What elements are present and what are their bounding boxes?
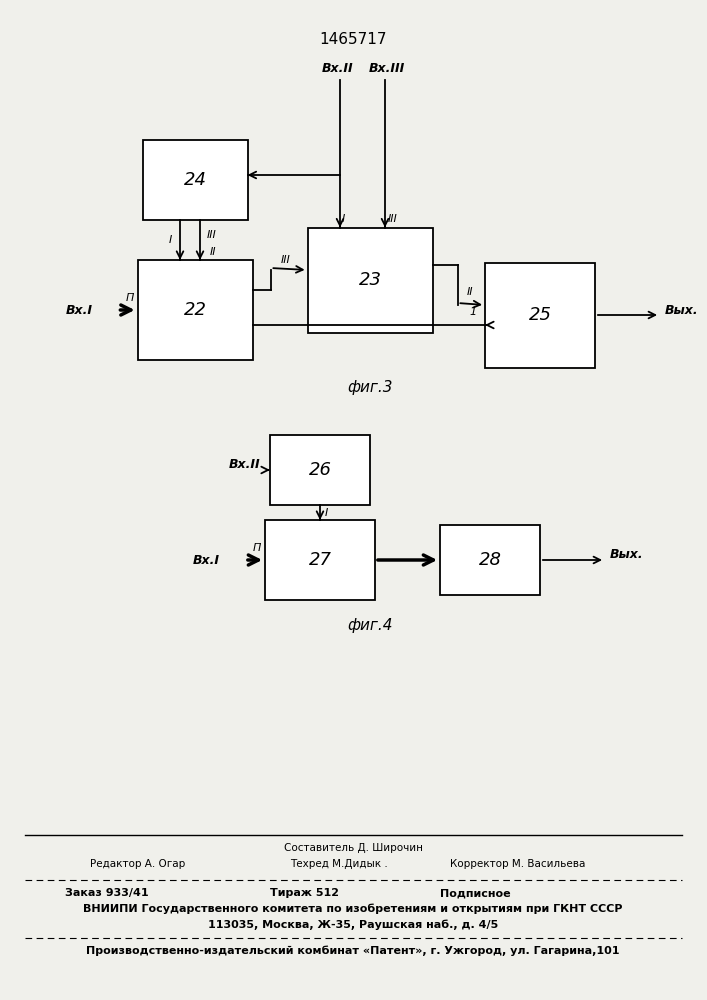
Text: Вых.: Вых.	[665, 304, 699, 316]
Text: 24: 24	[184, 171, 206, 189]
Text: I: I	[169, 235, 172, 245]
Text: Вх.II: Вх.II	[228, 458, 260, 472]
Text: 28: 28	[479, 551, 501, 569]
Text: Вх.I: Вх.I	[66, 304, 93, 316]
Text: III: III	[388, 215, 398, 225]
Text: Вх.II: Вх.II	[322, 62, 354, 75]
Text: Подписное: Подписное	[440, 888, 510, 898]
Text: 26: 26	[308, 461, 332, 479]
Text: 113035, Москва, Ж-35, Раушская наб., д. 4/5: 113035, Москва, Ж-35, Раушская наб., д. …	[208, 920, 498, 930]
Text: Производственно-издательский комбинат «Патент», г. Ужгород, ул. Гагарина,101: Производственно-издательский комбинат «П…	[86, 946, 620, 956]
Text: 22: 22	[184, 301, 206, 319]
Text: 27: 27	[308, 551, 332, 569]
Text: Тираж 512: Тираж 512	[270, 888, 339, 898]
Text: Корректор М. Васильева: Корректор М. Васильева	[450, 859, 585, 869]
Text: фиг.3: фиг.3	[347, 380, 393, 395]
Text: III: III	[281, 255, 291, 265]
Bar	[485, 262, 595, 367]
Bar	[137, 260, 252, 360]
Text: П: П	[253, 543, 261, 553]
Text: П: П	[125, 293, 134, 303]
Text: Вх.I: Вх.I	[193, 554, 220, 566]
Text: Вх.III: Вх.III	[369, 62, 405, 75]
Text: I: I	[325, 508, 328, 518]
Text: 1465717: 1465717	[320, 32, 387, 47]
Bar	[270, 435, 370, 505]
Text: Вых.: Вых.	[610, 548, 643, 562]
Text: 25: 25	[529, 306, 551, 324]
Text: II: II	[210, 247, 216, 257]
Text: фиг.4: фиг.4	[347, 618, 393, 633]
Text: Редактор А. Огар: Редактор А. Огар	[90, 859, 185, 869]
Text: II: II	[467, 287, 473, 297]
Bar	[308, 228, 433, 332]
Text: 23: 23	[358, 271, 382, 289]
Bar	[265, 520, 375, 600]
Text: Техред М.Дидык .: Техред М.Дидык .	[290, 859, 387, 869]
Text: Заказ 933/41: Заказ 933/41	[65, 888, 148, 898]
Text: 1: 1	[469, 307, 477, 317]
Text: ВНИИПИ Государственного комитета по изобретениям и открытиям при ГКНТ СССР: ВНИИПИ Государственного комитета по изоб…	[83, 904, 623, 914]
Text: I: I	[342, 215, 345, 225]
Text: III: III	[207, 230, 217, 240]
Bar	[440, 525, 540, 595]
Text: Составитель Д. Широчин: Составитель Д. Широчин	[284, 843, 423, 853]
Bar	[143, 140, 247, 220]
